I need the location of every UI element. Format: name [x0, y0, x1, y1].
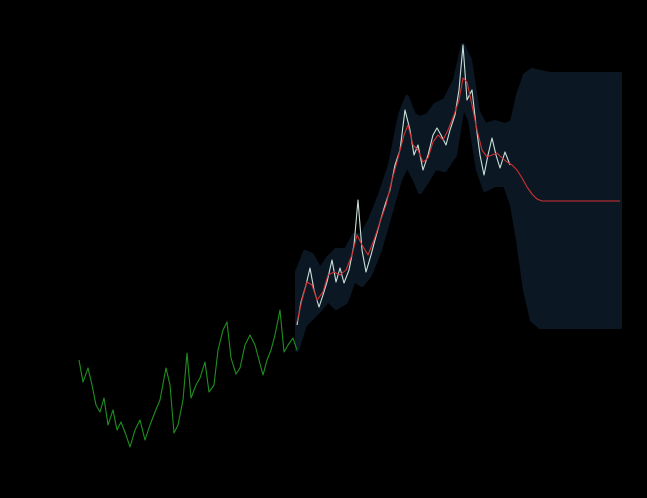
series-line [296, 77, 620, 323]
series-line [78, 309, 298, 448]
confidence-band [295, 43, 622, 352]
